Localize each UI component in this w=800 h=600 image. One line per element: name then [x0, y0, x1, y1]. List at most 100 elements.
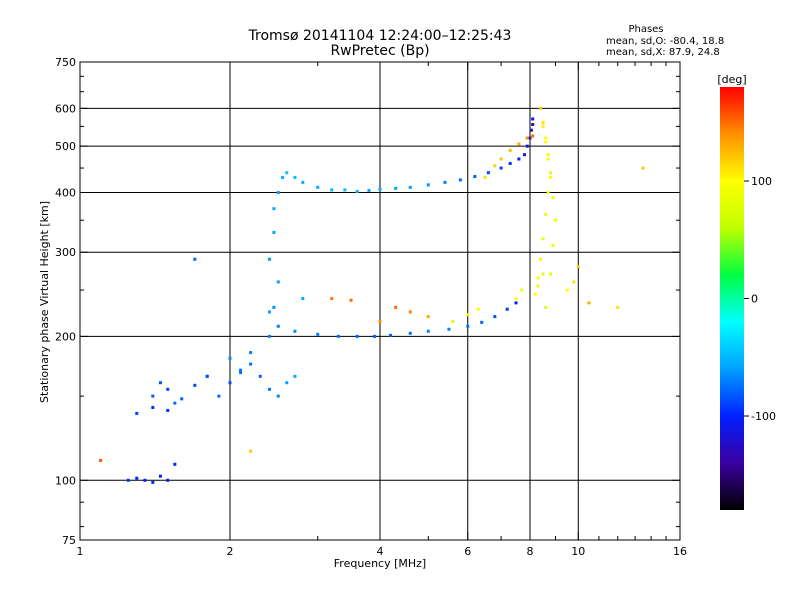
x-tick-label: 10 [571, 545, 585, 558]
chart-subtitle: RwPretec (Bp) [330, 43, 429, 59]
data-point [301, 297, 305, 301]
data-point [486, 171, 490, 175]
data-point [546, 153, 550, 157]
data-point [276, 280, 280, 284]
data-point [158, 381, 162, 385]
data-point [517, 142, 521, 146]
data-point [523, 153, 527, 157]
data-point [458, 178, 462, 182]
data-point [544, 305, 548, 309]
data-point [135, 411, 139, 415]
data-point [151, 480, 155, 484]
data-point [276, 190, 280, 194]
data-point [343, 188, 347, 192]
data-point [355, 189, 359, 193]
data-point [533, 292, 537, 296]
data-point [572, 280, 576, 284]
data-point [367, 188, 371, 192]
x-tick-label: 6 [464, 545, 471, 558]
data-point [443, 180, 447, 184]
y-tick-label: 400 [55, 186, 76, 199]
phase-colorbar: [deg] 100 0 -100 [717, 73, 776, 510]
data-point [476, 307, 480, 311]
data-point [249, 351, 253, 355]
data-point [536, 276, 540, 280]
phase-stats-o: mean, sd,O: -80.4, 18.8 [606, 36, 724, 47]
chart-title: Tromsø 20141104 12:24:00–12:25:43 [248, 28, 512, 44]
data-point [293, 329, 297, 333]
data-point [565, 288, 569, 292]
data-point [272, 207, 276, 211]
y-tick-label: 600 [55, 102, 76, 115]
y-tick-label: 300 [55, 246, 76, 259]
data-point [517, 157, 521, 161]
data-point [426, 315, 430, 319]
data-point [408, 185, 412, 189]
data-point [553, 218, 557, 222]
data-point [544, 136, 548, 140]
colorbar-tick-label: 0 [751, 293, 758, 306]
x-tick-label: 2 [227, 545, 234, 558]
colorbar-tick-label: 100 [751, 175, 772, 188]
data-point [285, 381, 289, 385]
data-point [549, 175, 553, 179]
data-point [466, 313, 470, 317]
plot-area: 1 2 4 6 8 10 16 75 100 200 300 400 500 600 750 [55, 56, 687, 558]
data-point [193, 257, 197, 261]
data-point [426, 183, 430, 187]
y-tick-label: 75 [62, 534, 76, 547]
data-point [541, 121, 545, 125]
data-point [451, 319, 455, 323]
data-point [531, 117, 535, 121]
data-point [316, 332, 320, 336]
data-point [528, 136, 532, 140]
y-tick-label: 750 [55, 56, 76, 69]
data-point [330, 188, 334, 192]
data-point [514, 297, 518, 301]
x-tick-label: 16 [673, 545, 687, 558]
data-point [276, 394, 280, 398]
y-tick-label: 200 [55, 330, 76, 343]
data-point [228, 356, 232, 360]
data-point [239, 371, 243, 375]
data-point [330, 297, 334, 301]
data-point [166, 408, 170, 412]
data-point [349, 298, 353, 302]
data-point [508, 161, 512, 165]
data-point [99, 458, 103, 462]
data-point [143, 478, 147, 482]
data-point [173, 401, 177, 405]
data-point [336, 334, 340, 338]
data-point [551, 243, 555, 247]
data-point [126, 478, 130, 482]
data-point [514, 301, 518, 305]
data-point [293, 374, 297, 378]
data-point [541, 237, 545, 241]
data-point [408, 331, 412, 335]
data-point [641, 166, 645, 170]
x-axis-label: Frequency [MHz] [334, 557, 426, 570]
data-point [180, 397, 184, 401]
data-point [267, 310, 271, 314]
data-point [546, 157, 550, 161]
data-point [166, 387, 170, 391]
data-point [267, 387, 271, 391]
data-point [355, 334, 359, 338]
data-point [531, 134, 535, 138]
data-point [541, 272, 545, 276]
data-point [267, 257, 271, 261]
colorbar-label: [deg] [717, 73, 746, 86]
data-point [508, 148, 512, 152]
data-point [551, 196, 555, 200]
data-point [249, 362, 253, 366]
data-point [158, 474, 162, 478]
data-point [373, 334, 377, 338]
data-point [151, 394, 155, 398]
data-point [539, 106, 543, 110]
data-point [316, 185, 320, 189]
data-point [493, 164, 497, 168]
colorbar-tick-label: -100 [751, 410, 776, 423]
data-point [272, 230, 276, 234]
data-point [272, 305, 276, 309]
data-point [544, 212, 548, 216]
